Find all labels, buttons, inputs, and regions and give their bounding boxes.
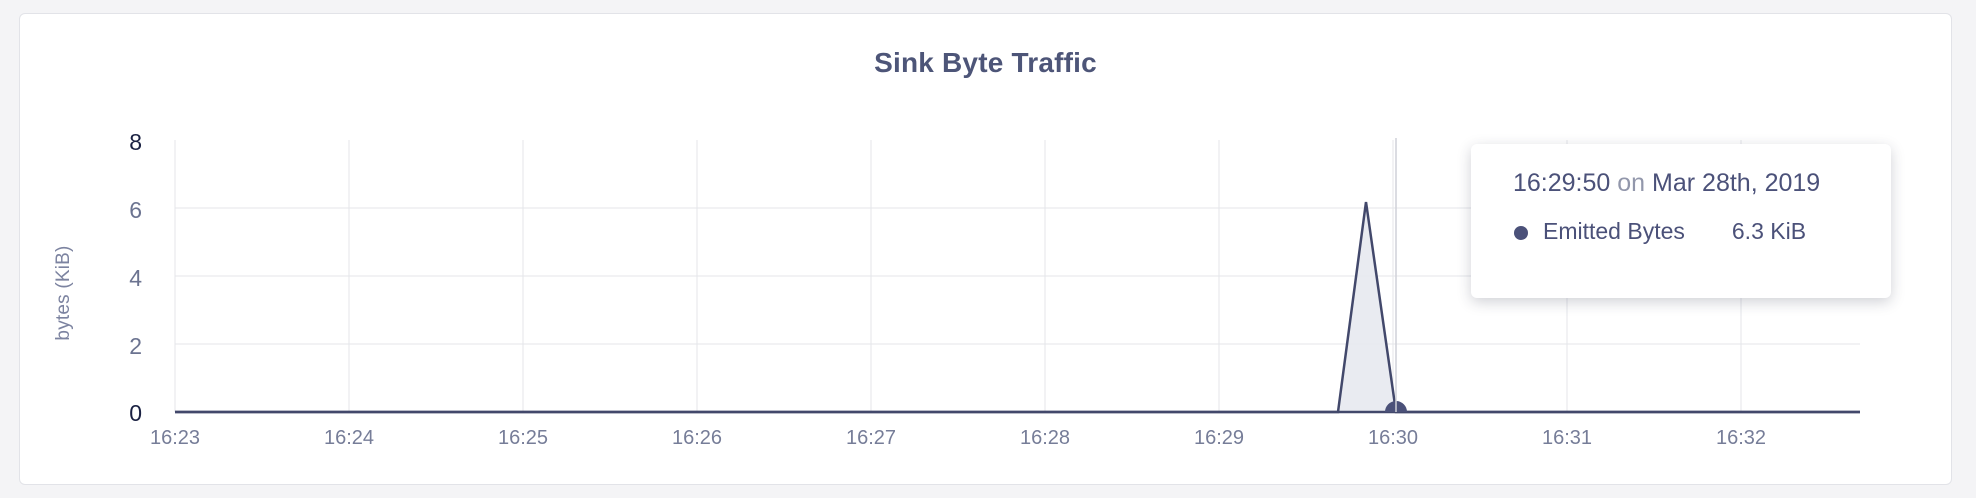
svg-text:16:29: 16:29 xyxy=(1194,427,1244,449)
svg-text:16:25: 16:25 xyxy=(498,427,548,449)
svg-text:16:32: 16:32 xyxy=(1716,427,1766,449)
svg-text:16:27: 16:27 xyxy=(846,427,896,449)
svg-text:16:24: 16:24 xyxy=(324,427,374,449)
svg-text:16:30: 16:30 xyxy=(1368,427,1418,449)
svg-text:16:31: 16:31 xyxy=(1542,427,1592,449)
svg-text:6: 6 xyxy=(129,197,142,223)
svg-text:16:23: 16:23 xyxy=(150,427,200,449)
svg-text:16:26: 16:26 xyxy=(672,427,722,449)
svg-text:4: 4 xyxy=(129,265,142,291)
svg-text:2: 2 xyxy=(129,333,142,359)
svg-text:16:28: 16:28 xyxy=(1020,427,1070,449)
svg-text:8: 8 xyxy=(129,129,142,155)
svg-text:0: 0 xyxy=(129,400,142,426)
